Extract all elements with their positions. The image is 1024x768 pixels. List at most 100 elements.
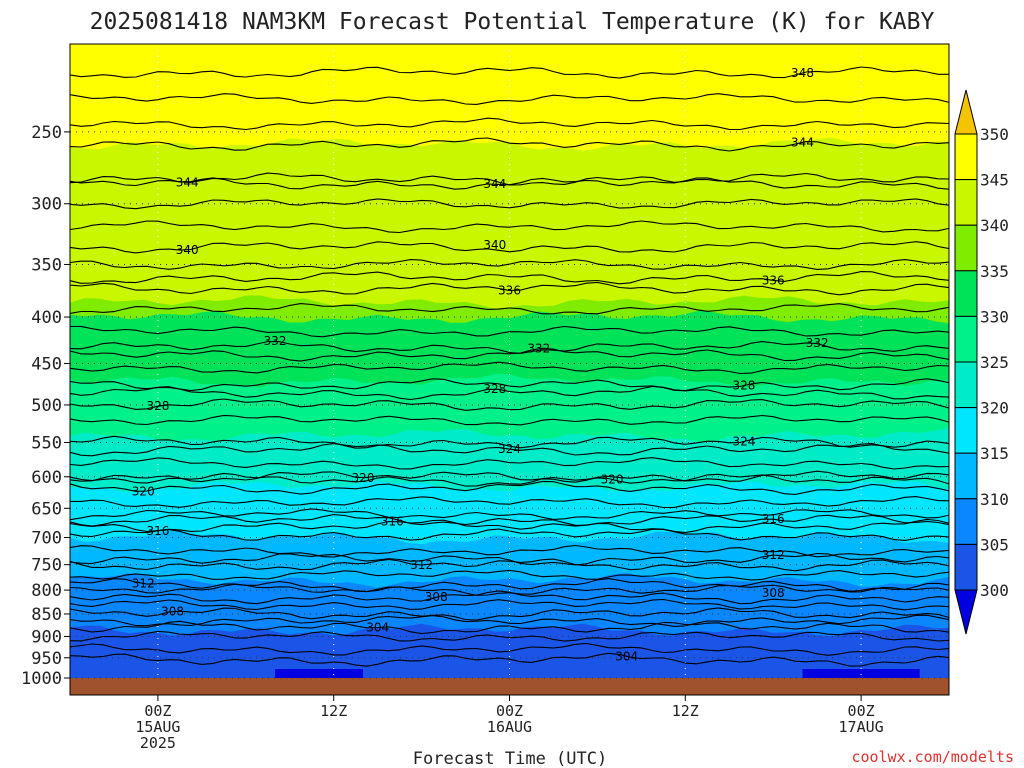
contour-layer: 348 344 344 344 340 340 336 336 332 332 332 328 328 3…: [69, 66, 950, 667]
contour-label-316: 316: [762, 512, 785, 526]
contour-line-312: [69, 558, 950, 572]
contour-line-308: [69, 590, 950, 605]
contour-line-316: [69, 528, 950, 541]
contour-line-344: [69, 177, 950, 190]
contour-line-328: [69, 385, 950, 401]
colorbar-bin-300-305: [954, 543, 978, 591]
contour-line: [69, 93, 950, 105]
contour-label-316: 316: [381, 514, 404, 528]
plot-area: 348 344 344 344 340 340 336 336 332 332 332 328 328 3…: [69, 43, 950, 696]
y-tick-label-1000: 1000: [21, 669, 62, 689]
x-tick-label: 16AUG: [487, 718, 532, 736]
x-tick-label: 00Z: [848, 702, 875, 720]
contour-label-312: 312: [410, 558, 433, 572]
contour-line-336: [69, 281, 950, 296]
colorbar-bin-335-340: [954, 224, 978, 272]
colorbar-bin-345-350: [954, 133, 978, 181]
contour-label-332: 332: [527, 342, 550, 356]
contour-line: [69, 303, 950, 315]
y-tick-label-500: 500: [31, 396, 62, 416]
contour-line: [69, 414, 950, 426]
contour-label-320: 320: [352, 471, 375, 485]
y-tick-label-850: 850: [31, 605, 62, 625]
colorbar-under-triangle: [954, 589, 978, 635]
colorbar-over-triangle: [954, 89, 978, 135]
y-tick-label-300: 300: [31, 195, 62, 215]
contour-line: [69, 508, 950, 521]
colorbar-label-340: 340: [980, 216, 1009, 235]
contour-label-344: 344: [176, 176, 199, 190]
color-fill-layer: [70, 44, 949, 679]
contour-label-340: 340: [483, 238, 506, 252]
contour-label-324: 324: [732, 435, 755, 449]
contour-line: [69, 630, 950, 642]
contour-line-308: [69, 607, 950, 621]
ground-surface: [70, 678, 949, 695]
colorbar-label-315: 315: [980, 444, 1009, 463]
y-axis: 2503003504004505005506006507007508008509…: [21, 123, 70, 689]
contour-label-308: 308: [762, 586, 785, 600]
contour-line-344: [69, 137, 950, 152]
contour-label-320: 320: [132, 484, 155, 498]
credit-text: coolwx.com/modelts: [851, 748, 1014, 766]
x-axis-label: Forecast Time (UTC): [413, 749, 607, 768]
colorbar-bin-340-345: [954, 179, 978, 226]
colorbar-bin-320-325: [954, 361, 978, 409]
contour-label-344: 344: [483, 177, 506, 191]
colorbar-label-335: 335: [980, 262, 1009, 281]
chart-title: 2025081418 NAM3KM Forecast Potential Tem…: [90, 9, 935, 35]
contour-label-304: 304: [615, 649, 638, 663]
contour-line-316: [69, 514, 950, 527]
y-tick-label-700: 700: [31, 528, 62, 548]
contour-line: [69, 583, 950, 596]
colorbar-label-305: 305: [980, 535, 1009, 554]
contour-line-348: [69, 66, 949, 79]
colorbar-label-350: 350: [980, 125, 1009, 144]
contour-line-320: [69, 470, 950, 483]
x-tick-label: 00Z: [144, 702, 171, 720]
contour-label-344: 344: [791, 135, 814, 149]
colorbar-label-325: 325: [980, 353, 1009, 372]
x-tick-label: 00Z: [496, 702, 523, 720]
contour-line-336: [69, 271, 950, 285]
contour-line: [69, 642, 950, 656]
contour-line: [69, 259, 950, 270]
y-tick-label-450: 450: [31, 354, 62, 374]
contour-line: [69, 598, 950, 611]
y-tick-label-750: 750: [31, 556, 62, 576]
contour-line-324: [69, 435, 950, 449]
fill-under-region: [275, 669, 363, 678]
contour-line-332: [69, 340, 950, 354]
contour-label-332: 332: [264, 334, 287, 348]
contour-line-312: [69, 578, 950, 593]
y-tick-label-400: 400: [31, 308, 62, 328]
contour-line-304: [69, 620, 950, 635]
x-tick-label: 12Z: [672, 702, 699, 720]
contour-line: [69, 325, 950, 338]
contour-line: [70, 496, 950, 509]
contour-label-304: 304: [366, 620, 389, 634]
y-tick-label-800: 800: [31, 581, 62, 601]
colorbar-bin-330-335: [954, 270, 978, 317]
y-tick-label-950: 950: [31, 649, 62, 669]
contour-label-328: 328: [483, 382, 506, 396]
contour-label-312: 312: [132, 577, 155, 591]
colorbar-label-310: 310: [980, 490, 1009, 509]
contour-line-328: [69, 398, 950, 411]
contour-line: [69, 220, 950, 234]
contour-line: [69, 544, 950, 558]
colorbar-bin-305-310: [954, 498, 978, 545]
colorbar-label-345: 345: [980, 171, 1009, 190]
contour-line-320: [69, 480, 950, 495]
y-tick-label-600: 600: [31, 468, 62, 488]
contour-label-316: 316: [146, 524, 169, 538]
colorbar-bin-315-320: [954, 407, 978, 454]
contour-line: [69, 614, 950, 627]
contour-line-324: [69, 443, 950, 457]
contour-line-320: [69, 472, 950, 487]
contour-label-320: 320: [601, 472, 624, 486]
colorbar-label-300: 300: [980, 581, 1009, 600]
colorbar-bin-325-330: [954, 315, 978, 363]
colorbar-label-330: 330: [980, 307, 1009, 326]
